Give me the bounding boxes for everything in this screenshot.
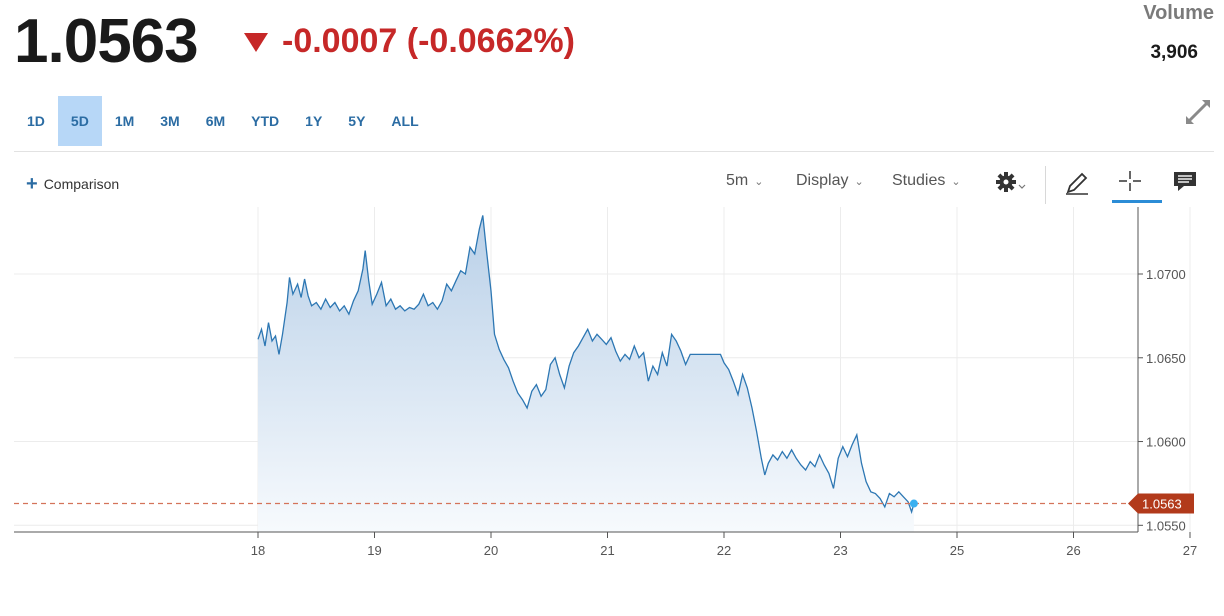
chevron-down-icon: ⌄ [951, 175, 961, 188]
price-area [258, 215, 914, 532]
range-1y[interactable]: 1Y [305, 113, 323, 129]
toolbar-separator [1045, 166, 1046, 204]
volume-value: 3,906 [1150, 42, 1198, 63]
last-price-tag-label: 1.0563 [1142, 497, 1182, 512]
last-price-point [909, 499, 918, 508]
y-axis-ticks: 1.0700 1.0650 1.0600 1.0550 [1138, 267, 1186, 533]
x-tick-label: 19 [367, 543, 381, 558]
x-axis-ticks: 18 19 20 21 22 23 25 26 27 [251, 532, 1197, 558]
display-dropdown[interactable]: Display ⌄ [796, 172, 864, 190]
last-price-tag: 1.0563 [1128, 493, 1194, 514]
y-tick-label: 1.0600 [1146, 435, 1186, 450]
x-tick-label: 25 [950, 543, 964, 558]
studies-label: Studies [892, 172, 946, 189]
range-all[interactable]: ALL [391, 113, 419, 129]
pencil-icon[interactable] [1062, 168, 1092, 198]
price-chart[interactable]: 18 19 20 21 22 23 25 26 27 1.07001.06501.06001.0… [0, 205, 1224, 585]
studies-dropdown[interactable]: Studies ⌄ [892, 172, 961, 190]
x-tick-label: 23 [833, 543, 847, 558]
price-line [257, 215, 915, 515]
range-5y[interactable]: 5Y [348, 113, 366, 129]
y-tick-label: 1.0650 [1146, 351, 1186, 366]
down-arrow-icon [244, 33, 268, 52]
comparison-label: Comparison [43, 176, 120, 192]
chevron-down-icon: ⌄ [854, 175, 864, 188]
last-price-tag-shape [1128, 493, 1194, 514]
plus-icon: + [26, 173, 38, 195]
y-tick-label: 1.0700 [1146, 267, 1186, 282]
gear-icon[interactable] [994, 168, 1026, 198]
comment-icon[interactable] [1172, 168, 1202, 198]
range-1m[interactable]: 1M [114, 113, 135, 129]
interval-label: 5m [726, 172, 749, 189]
display-label: Display [796, 172, 849, 189]
range-3m[interactable]: 3M [160, 113, 180, 129]
range-6m[interactable]: 6M [205, 113, 226, 129]
price-change: -0.0007 (-0.0662%) [244, 22, 575, 61]
header-divider [14, 151, 1214, 152]
crosshair-icon[interactable] [1117, 168, 1147, 198]
price-change-value: -0.0007 (-0.0662%) [282, 22, 575, 60]
x-tick-label: 21 [600, 543, 614, 558]
y-tick-label: 1.0550 [1146, 518, 1186, 533]
x-tick-label: 20 [484, 543, 498, 558]
chevron-down-icon: ⌄ [754, 175, 764, 188]
active-tool-indicator [1112, 200, 1162, 203]
range-1d[interactable]: 1D [27, 113, 45, 129]
expand-icon[interactable] [1182, 96, 1214, 128]
comparison-button[interactable]: + Comparison [26, 174, 119, 194]
x-tick-label: 27 [1183, 543, 1197, 558]
range-ytd[interactable]: YTD [251, 113, 280, 129]
range-selector: 1D 5D 1M 3M 6M YTD 1Y 5Y ALL [14, 96, 432, 146]
volume-label: Volume [1143, 2, 1214, 24]
range-5d[interactable]: 5D [57, 96, 102, 146]
last-price: 1.0563 [14, 7, 199, 76]
x-tick-label: 22 [717, 543, 731, 558]
x-tick-label: 18 [251, 543, 265, 558]
chart-toolbar: 5m ⌄ Display ⌄ Studies ⌄ [0, 164, 1224, 206]
x-tick-label: 26 [1066, 543, 1080, 558]
interval-dropdown[interactable]: 5m ⌄ [726, 172, 763, 190]
